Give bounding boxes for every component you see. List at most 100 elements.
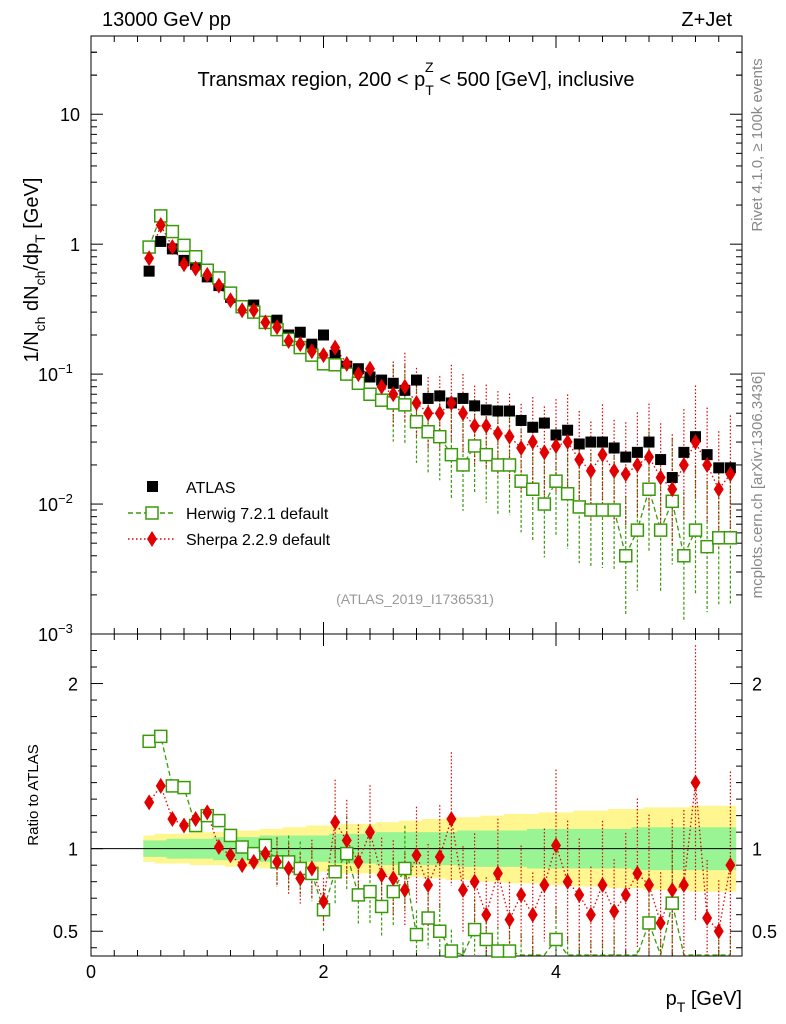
herwig-ratio-point [398, 861, 412, 876]
herwig-point [584, 503, 598, 517]
sherpa-ratio-point [237, 857, 248, 874]
sherpa-point [702, 456, 713, 473]
herwig-ratio-point [351, 888, 366, 902]
sherpa-ratio-point [318, 893, 329, 910]
herwig-point [502, 458, 517, 472]
herwig-ratio-point [642, 916, 656, 930]
herwig-ratio-point [235, 840, 249, 854]
atlas-point [434, 390, 446, 402]
herwig-point [491, 458, 505, 472]
sherpa-point [376, 378, 387, 395]
sherpa-ratio-point [434, 848, 445, 865]
x-axis-label: pT [GeV] [666, 988, 742, 1015]
sherpa-point [190, 260, 201, 277]
herwig-point [479, 447, 493, 462]
atlas-point [143, 265, 155, 277]
sherpa-point [678, 456, 689, 473]
herwig-point [677, 549, 691, 563]
atlas-point [631, 446, 643, 458]
y-tick-label-ratio: 0.5 [53, 922, 78, 942]
herwig-point [421, 425, 435, 439]
sherpa-point [399, 378, 410, 395]
y-tick-label-ratio-right: 1 [752, 840, 762, 860]
legend-sherpa-label: Sherpa 2.2.9 default [186, 532, 331, 549]
sherpa-point [353, 366, 364, 383]
sherpa-ratio-point [248, 853, 259, 870]
sherpa-point [155, 217, 166, 234]
atlas-point [713, 462, 725, 474]
y-tick-label-main: 10−2 [38, 491, 73, 515]
sherpa-point [574, 451, 585, 468]
sherpa-point [597, 446, 608, 463]
y-tick-label-main: 10−1 [38, 361, 73, 385]
atlas-point [480, 404, 492, 416]
sherpa-point [644, 449, 654, 466]
atlas-point [655, 454, 667, 466]
herwig-ratio-point [328, 865, 342, 879]
sherpa-point [272, 319, 282, 336]
sherpa-ratio-point [551, 837, 561, 854]
sherpa-point [283, 332, 294, 349]
legend-atlas-marker [147, 481, 158, 492]
sherpa-ratio-point [190, 810, 201, 827]
sherpa-point [446, 394, 457, 411]
sherpa-point [237, 302, 248, 319]
sherpa-ratio-point [399, 881, 410, 898]
sherpa-ratio-point [202, 804, 213, 821]
sherpa-point [562, 434, 573, 451]
sherpa-ratio-point [330, 814, 341, 831]
herwig-ratio-point [177, 780, 191, 795]
sherpa-ratio-point [144, 794, 155, 811]
sherpa-point [667, 481, 678, 498]
herwig-point [700, 539, 714, 554]
herwig-point [363, 387, 377, 401]
herwig-ratio-point [223, 828, 238, 843]
sherpa-ratio-point [167, 810, 178, 827]
y-axis-label-main: 1/Nch dNch/dpT [GeV] [21, 178, 48, 363]
atlas-point [294, 326, 306, 338]
sherpa-point [179, 256, 189, 273]
atlas-point [608, 442, 620, 454]
atlas-point [666, 472, 678, 484]
herwig-point [409, 414, 424, 429]
sherpa-point [551, 437, 561, 454]
sherpa-point [492, 425, 503, 442]
sherpa-ratio-point [597, 876, 608, 893]
herwig-ratio-point [363, 884, 377, 899]
herwig-point [549, 474, 563, 488]
herwig-ratio-point [549, 932, 563, 947]
sherpa-ratio-point [423, 876, 434, 893]
sherpa-ratio-point [295, 870, 306, 887]
herwig-point [712, 531, 726, 545]
sherpa-ratio-point [260, 845, 271, 862]
sherpa-point [632, 456, 643, 473]
sherpa-point [655, 469, 666, 486]
atlas-point [504, 405, 515, 417]
sherpa-point [365, 360, 375, 377]
herwig-point [642, 482, 656, 497]
x-tick-label: 2 [318, 962, 328, 982]
x-tick-label: 0 [86, 962, 96, 982]
atlas-point [469, 400, 481, 412]
atlas-point [585, 436, 597, 448]
sherpa-point [481, 417, 492, 434]
sherpa-point [423, 405, 434, 422]
atlas-point [573, 438, 585, 450]
sherpa-ratio-point [388, 870, 399, 887]
sherpa-point [202, 266, 213, 283]
sherpa-point [527, 434, 538, 451]
herwig-ratio-point [386, 884, 400, 899]
plot-title: Transmax region, 200 < pT < 500 [GeV], i… [198, 69, 635, 98]
sherpa-point [318, 347, 329, 364]
legend-sherpa-marker [147, 531, 157, 547]
herwig-ratio-point [491, 944, 505, 958]
herwig-ratio-point [340, 846, 354, 861]
sherpa-ratio-point [585, 906, 596, 923]
atlas-point [457, 392, 469, 404]
atlas-point [701, 449, 713, 461]
herwig-point [177, 238, 191, 253]
sherpa-point [620, 466, 631, 483]
atlas-point [678, 446, 690, 458]
herwig-ratio-point [444, 944, 459, 958]
sherpa-ratio-point [725, 857, 736, 874]
